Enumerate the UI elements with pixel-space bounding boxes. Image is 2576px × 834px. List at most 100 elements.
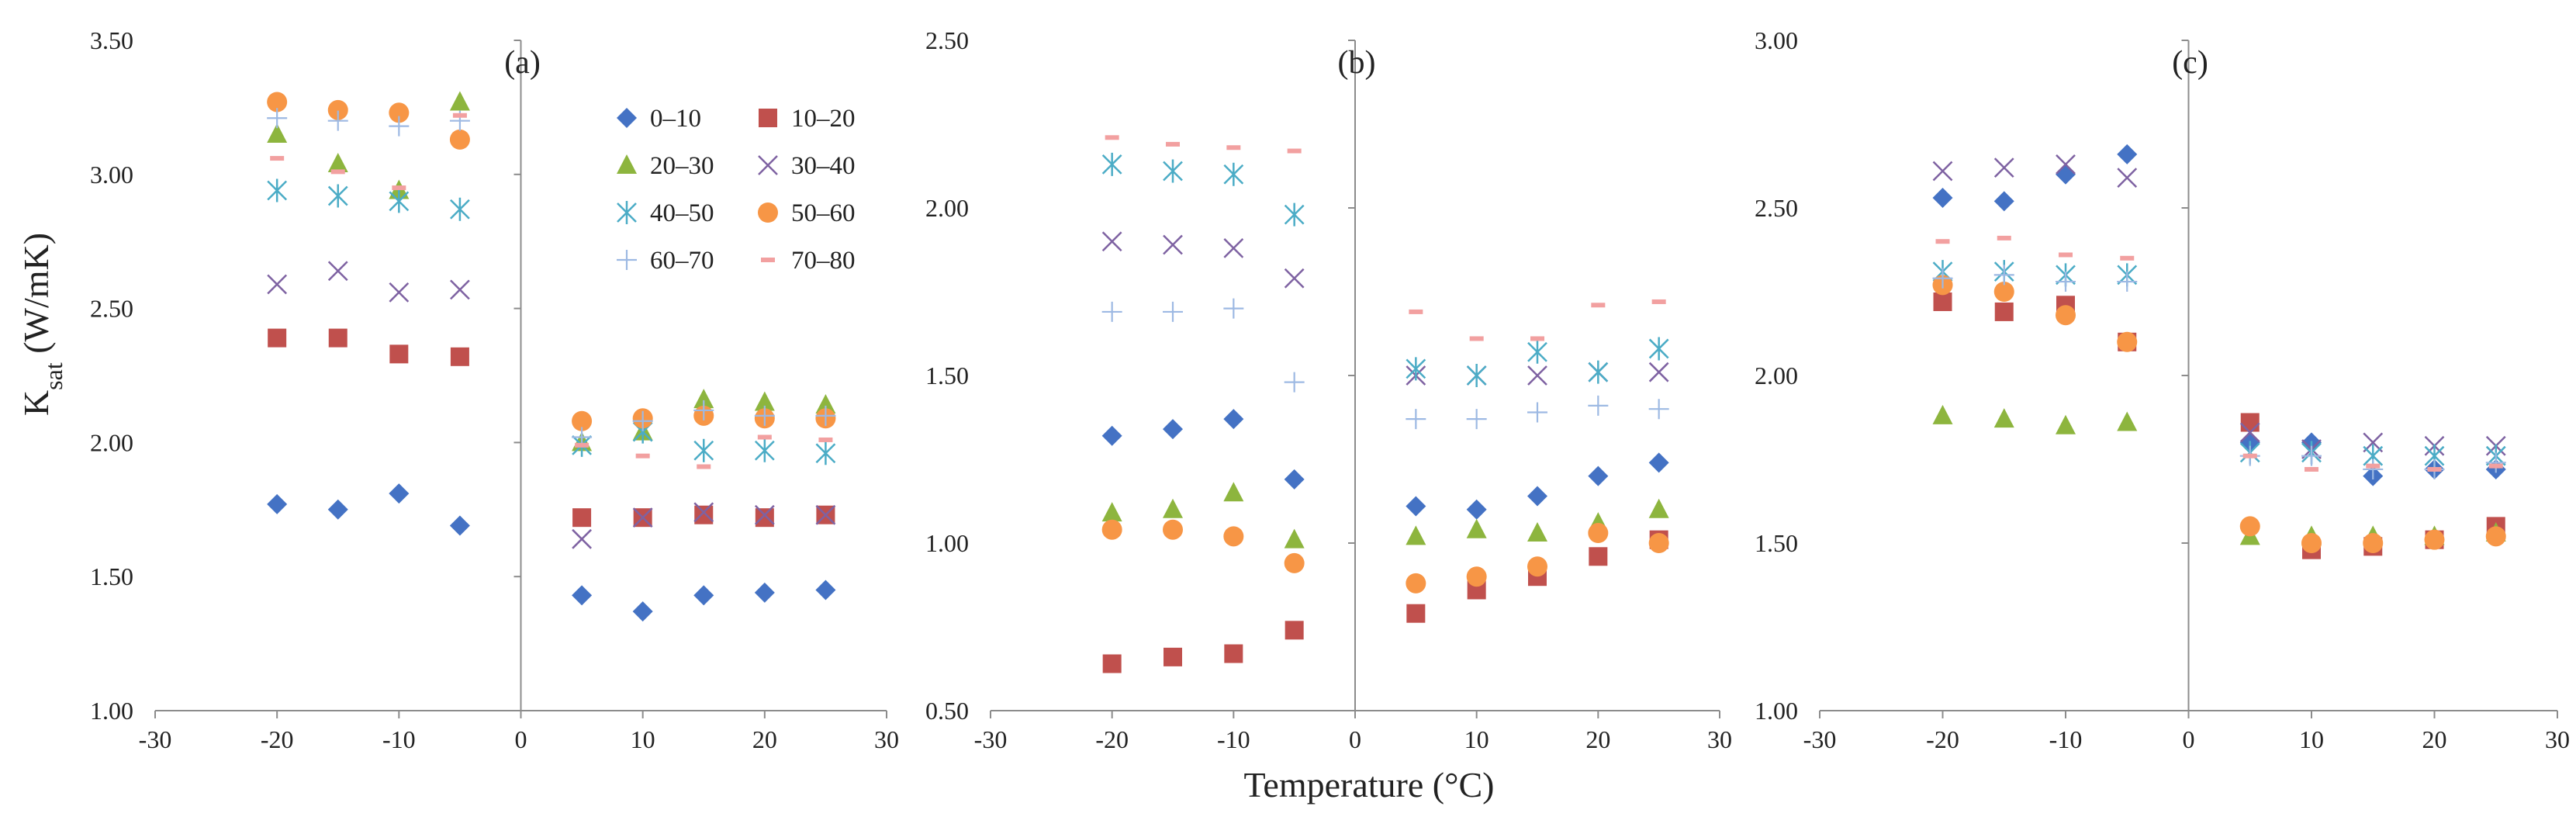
x-tick-label: -30 <box>974 725 1008 753</box>
data-point <box>754 405 775 426</box>
series-0-10 <box>1101 409 1669 520</box>
data-point <box>1993 191 2014 212</box>
y-tick-label: 2.50 <box>1755 194 1798 222</box>
series-40-50 <box>1101 152 1669 387</box>
x-tick-label: -20 <box>1095 725 1129 753</box>
data-point <box>1993 408 2014 428</box>
data-point <box>1163 419 1183 440</box>
data-point <box>1284 469 1305 490</box>
x-tick-label: -10 <box>382 725 416 753</box>
data-point <box>1226 145 1241 151</box>
legend-marker <box>617 154 637 174</box>
data-point <box>450 347 469 366</box>
series-0-10 <box>267 483 836 622</box>
data-point <box>1993 157 2014 178</box>
data-point <box>2056 154 2076 175</box>
data-point <box>2363 459 2384 479</box>
data-point <box>693 585 714 606</box>
x-tick-label: 10 <box>2299 725 2324 753</box>
data-point <box>815 394 836 414</box>
series-50-60 <box>1932 275 2506 553</box>
y-tick-label: 2.00 <box>1755 362 1798 389</box>
data-point <box>1163 519 1183 540</box>
x-axis-title: Temperature (°C) <box>1244 765 1495 805</box>
data-point <box>1102 654 1122 673</box>
data-point <box>1932 188 1953 209</box>
data-point <box>327 99 348 120</box>
series-0-10 <box>1932 144 2506 486</box>
data-point <box>1588 360 1609 384</box>
x-tick-label: -10 <box>2049 725 2083 753</box>
legend-marker <box>617 201 637 224</box>
data-point <box>1933 292 1952 311</box>
data-point <box>1466 409 1487 430</box>
data-point <box>1163 498 1183 518</box>
data-point <box>757 434 772 440</box>
data-point <box>327 152 348 172</box>
data-point <box>1935 239 1950 244</box>
data-point <box>2485 526 2506 547</box>
data-point <box>449 129 470 150</box>
data-point <box>450 279 470 300</box>
legend-label: 70–80 <box>791 247 856 275</box>
series-50-60 <box>1101 519 1669 593</box>
legend-label: 50–60 <box>791 199 856 227</box>
data-point <box>1223 237 1244 258</box>
data-point <box>1591 303 1606 308</box>
data-point <box>575 442 590 448</box>
data-point <box>2056 272 2076 292</box>
data-point <box>572 508 592 528</box>
x-tick-label: 10 <box>631 725 655 753</box>
data-point <box>1527 522 1547 542</box>
y-tick-label: 2.00 <box>90 428 133 456</box>
data-point <box>1163 301 1183 322</box>
legend-label: 40–50 <box>650 199 714 227</box>
data-point <box>1527 556 1547 577</box>
data-point <box>449 515 470 536</box>
data-point <box>754 504 775 525</box>
x-tick-label: 0 <box>515 725 527 753</box>
data-point <box>1527 486 1547 507</box>
data-point <box>815 405 836 426</box>
y-tick-label: 1.50 <box>1755 529 1798 557</box>
x-tick-label: -10 <box>1217 725 1250 753</box>
data-point <box>449 91 470 111</box>
data-point <box>1997 235 2011 241</box>
data-point <box>2240 413 2260 432</box>
data-point <box>267 274 288 295</box>
data-point <box>2488 463 2503 469</box>
data-point <box>1648 337 1669 361</box>
series-20-30 <box>1932 404 2506 545</box>
legend-marker <box>761 258 775 262</box>
data-point <box>1406 573 1426 593</box>
data-point <box>327 261 348 282</box>
data-point <box>1105 135 1119 140</box>
data-point <box>2301 533 2322 553</box>
data-point <box>1224 644 1243 663</box>
data-point <box>2242 453 2257 459</box>
legend: 0–10 10–20 20–30 30–40 40–50 50–60 60–70 70–80 <box>617 105 856 275</box>
data-point <box>1101 519 1122 540</box>
data-point <box>572 528 592 549</box>
y-axis-title-main: K <box>16 390 56 416</box>
legend-marker <box>617 250 637 270</box>
data-point <box>815 441 836 465</box>
data-point <box>1223 298 1244 319</box>
data-point <box>1588 465 1609 486</box>
data-point <box>270 156 285 161</box>
data-point <box>1588 395 1609 416</box>
data-point <box>1285 621 1304 640</box>
data-point <box>1284 268 1305 289</box>
y-tick-label: 2.50 <box>90 295 133 323</box>
x-tick-label: 30 <box>2545 725 2570 753</box>
data-point <box>267 178 288 202</box>
data-point <box>2117 144 2138 164</box>
legend-label: 60–70 <box>650 247 714 275</box>
data-point <box>754 391 775 411</box>
y-axis-title-unit: (W/mK) <box>16 233 56 362</box>
y-tick-label: 1.00 <box>1755 697 1798 725</box>
x-tick-label: 20 <box>752 725 777 753</box>
data-point <box>1932 161 1953 182</box>
data-point <box>1466 518 1487 538</box>
data-point <box>572 585 593 606</box>
